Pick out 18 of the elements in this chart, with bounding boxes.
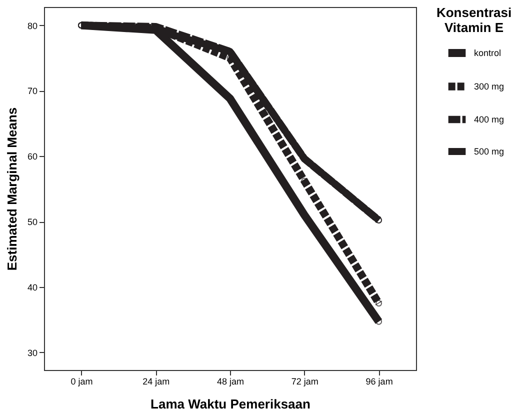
legend-label: 300 mg (474, 82, 504, 92)
legend-label: kontrol (474, 48, 502, 58)
y-tick-label: 50 (27, 217, 38, 228)
y-tick-label: 40 (27, 282, 38, 292)
legend-title: Konsentrasi Vitamin E (436, 5, 512, 35)
x-tick-label: 96 jam (366, 376, 393, 386)
legend-label: 400 mg (474, 114, 504, 124)
x-tick-label: 72 jam (291, 376, 318, 386)
legend-label: 500 mg (474, 146, 504, 156)
y-axis-title: Estimated Marginal Means (4, 107, 20, 271)
y-tick-label: 60 (27, 152, 38, 162)
x-tick-label: 0 jam (70, 376, 93, 386)
y-tick-label: 80 (27, 20, 38, 31)
y-tick-label: 70 (27, 86, 38, 96)
x-tick-label: 48 jam (216, 376, 244, 386)
y-tick-label: 30 (27, 348, 38, 358)
x-axis-title: Lama Waktu Pemeriksaan (150, 396, 311, 412)
x-tick-label: 24 jam (142, 376, 170, 386)
